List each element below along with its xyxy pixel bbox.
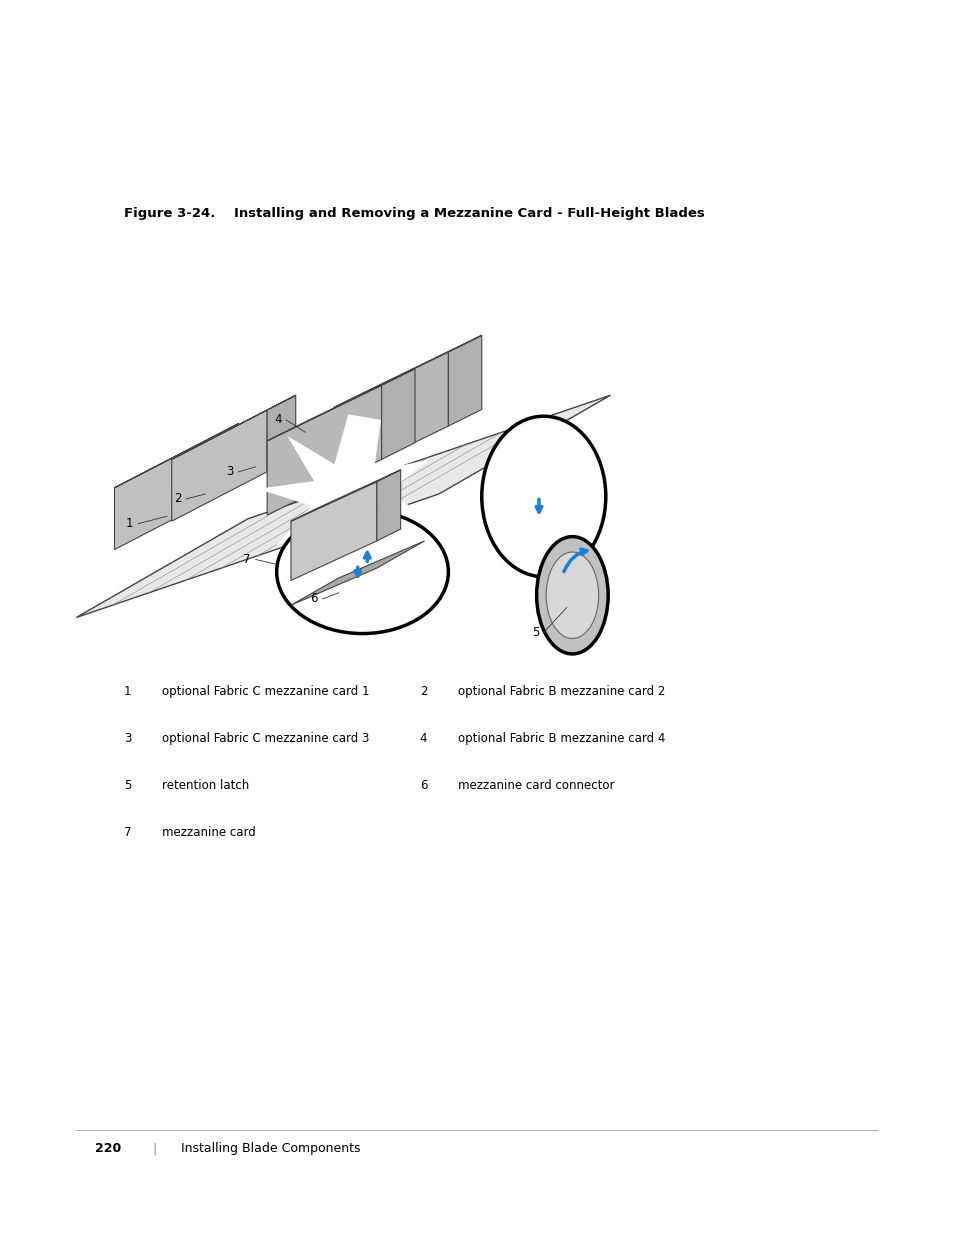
Text: optional Fabric B mezzanine card 4: optional Fabric B mezzanine card 4 <box>457 732 664 746</box>
Text: mezzanine card connector: mezzanine card connector <box>457 779 614 793</box>
Text: 3: 3 <box>124 732 132 746</box>
Polygon shape <box>267 385 381 515</box>
Polygon shape <box>114 424 238 488</box>
Text: optional Fabric C mezzanine card 3: optional Fabric C mezzanine card 3 <box>162 732 369 746</box>
Polygon shape <box>172 410 267 521</box>
Text: retention latch: retention latch <box>162 779 249 793</box>
Polygon shape <box>76 395 610 618</box>
Text: optional Fabric B mezzanine card 2: optional Fabric B mezzanine card 2 <box>457 685 664 699</box>
Text: 1: 1 <box>124 685 132 699</box>
Ellipse shape <box>536 536 607 655</box>
Ellipse shape <box>276 510 448 634</box>
Polygon shape <box>291 541 424 605</box>
Text: 7: 7 <box>243 553 251 566</box>
Polygon shape <box>381 369 415 459</box>
Text: 5: 5 <box>124 779 132 793</box>
Text: 7: 7 <box>124 826 132 840</box>
Text: 6: 6 <box>310 593 317 605</box>
Text: optional Fabric C mezzanine card 1: optional Fabric C mezzanine card 1 <box>162 685 370 699</box>
Polygon shape <box>267 369 415 441</box>
Text: 1: 1 <box>126 517 133 530</box>
Text: mezzanine card: mezzanine card <box>162 826 255 840</box>
Text: Figure 3-24.: Figure 3-24. <box>124 206 215 220</box>
Text: 220: 220 <box>95 1142 122 1156</box>
Text: 2: 2 <box>173 493 181 505</box>
Text: 4: 4 <box>274 414 281 426</box>
Text: Installing Blade Components: Installing Blade Components <box>181 1142 360 1156</box>
Polygon shape <box>334 352 448 482</box>
Text: 6: 6 <box>419 779 427 793</box>
Text: Installing and Removing a Mezzanine Card - Full-Height Blades: Installing and Removing a Mezzanine Card… <box>233 206 703 220</box>
Text: 5: 5 <box>531 626 538 638</box>
Polygon shape <box>291 482 376 580</box>
Polygon shape <box>114 438 210 550</box>
Polygon shape <box>376 469 400 541</box>
Ellipse shape <box>545 552 598 638</box>
Polygon shape <box>210 424 238 500</box>
Text: |: | <box>152 1142 156 1156</box>
Polygon shape <box>334 336 481 408</box>
Circle shape <box>481 416 605 577</box>
Text: 3: 3 <box>226 466 233 478</box>
Polygon shape <box>257 415 435 577</box>
Text: 4: 4 <box>419 732 427 746</box>
Polygon shape <box>267 395 295 472</box>
Text: 2: 2 <box>419 685 427 699</box>
Polygon shape <box>448 336 481 426</box>
Polygon shape <box>172 395 295 459</box>
Polygon shape <box>291 469 400 521</box>
